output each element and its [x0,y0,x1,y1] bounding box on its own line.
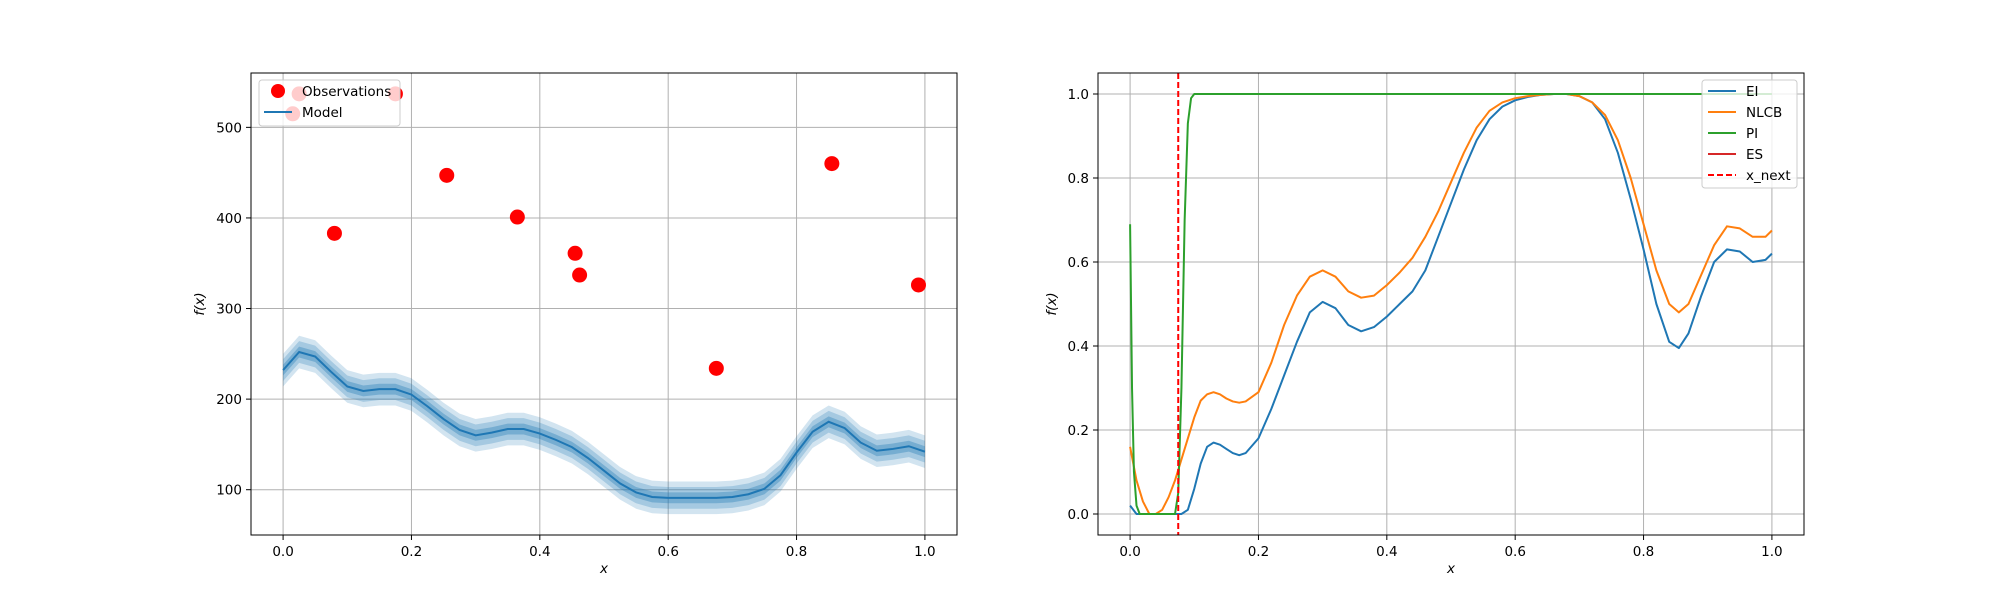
legend-es-label: ES [1746,147,1763,163]
legend-observations-label: Observations [302,84,391,100]
legend-nlcb-label: NLCB [1746,105,1782,121]
ei-line [1129,93,1773,515]
x-tick-label: 0.8 [1633,544,1654,560]
y-tick-label: 0.4 [1068,339,1089,355]
x-tick-label: 0.6 [657,544,678,560]
x-ticks: 0.0 0.2 0.4 0.6 0.8 1.0 [1119,535,1783,560]
observation-point [824,156,840,172]
model-chart: 0.0 0.2 0.4 0.6 0.8 1.0 100 200 300 400 500 x f(x… [192,72,958,577]
grid [251,73,957,535]
x-tick-label: 0.4 [1376,544,1397,560]
legend-x-next-label: x_next [1746,168,1791,184]
legend: EI NLCB PI ES x_next [1701,79,1798,189]
y-tick-label: 0.6 [1068,255,1089,271]
y-tick-label: 0.0 [1068,507,1089,523]
confidence-band [283,341,925,509]
legend-box [258,79,401,127]
legend-model-label: Model [302,105,343,121]
pi-line [1129,93,1772,515]
x-tick-label: 0.0 [1119,544,1140,560]
legend-box [1701,79,1798,189]
y-tick-label: 1.0 [1068,87,1089,103]
y-tick-label: 200 [216,392,242,408]
x-tick-label: 1.0 [914,544,935,560]
x-tick-label: 0.6 [1504,544,1525,560]
plot-area [1098,73,1804,535]
x-tick-label: 0.0 [272,544,293,560]
confidence-band [283,335,925,515]
x-tick-label: 0.2 [401,544,422,560]
grid [1098,73,1804,535]
y-axis-label: f(x) [192,292,208,315]
observation-point [326,225,342,241]
plot-area [251,73,957,535]
observation-point [708,360,724,376]
y-tick-label: 400 [216,211,242,227]
legend-observations-marker [271,84,285,98]
observation-point [509,209,525,225]
y-ticks: 100 200 300 400 500 [216,120,251,499]
observation-point [910,277,926,293]
axes-frame [250,72,958,536]
legend-ei-label: EI [1746,84,1759,100]
y-axis-label: f(x) [1044,292,1060,315]
y-tick-label: 100 [216,483,242,499]
model-mean-line [282,350,926,499]
x-tick-label: 0.4 [529,544,550,560]
x-tick-label: 0.8 [786,544,807,560]
x-axis-label: x [599,561,609,577]
y-ticks: 0.0 0.2 0.4 0.6 0.8 1.0 [1068,87,1098,523]
x-axis-label: x [1446,561,1456,577]
observation-point [439,167,455,183]
y-tick-label: 500 [216,120,242,136]
acquisition-chart: 0.0 0.2 0.4 0.6 0.8 1.0 0.00.20.40.60.81.0 x … [1044,72,1805,577]
nlcb-line [1129,93,1773,515]
y-tick-label: 0.8 [1068,171,1089,187]
y-tick-label: 300 [216,302,242,318]
legend: Observations Model [258,79,401,127]
legend-pi-label: PI [1746,126,1758,142]
x-tick-label: 1.0 [1761,544,1782,560]
y-tick-label: 0.2 [1068,423,1089,439]
x-ticks: 0.0 0.2 0.4 0.6 0.8 1.0 [272,535,936,560]
model-mean-line [282,350,926,499]
x-tick-label: 0.2 [1248,544,1269,560]
observation-point [572,267,588,283]
observation-point [567,245,583,261]
acquisition-lines [1129,73,1773,535]
axes-frame [1097,72,1805,536]
